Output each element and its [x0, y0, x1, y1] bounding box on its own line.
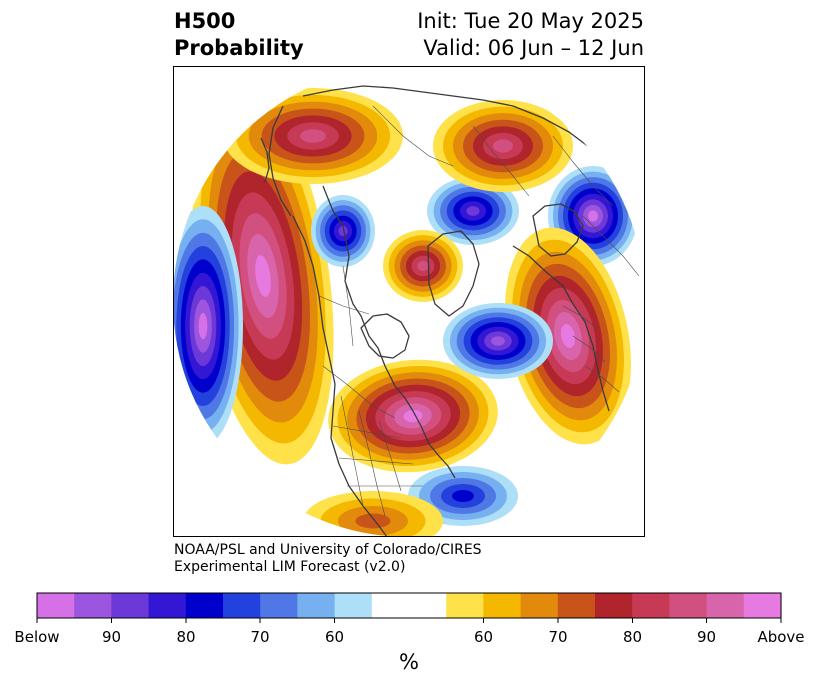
contour-band	[198, 312, 208, 340]
blob-pole-below	[427, 177, 519, 245]
colorbar-cell	[409, 593, 447, 618]
border-us-states-4	[332, 425, 402, 439]
colorbar-cell	[334, 593, 373, 618]
colorbar-cell	[595, 593, 633, 618]
coastline-greenland	[427, 230, 480, 317]
blob-kara-above	[383, 230, 463, 302]
colorbar-cell	[74, 593, 112, 618]
contour-band	[255, 255, 271, 297]
blob-greenland-above	[433, 100, 573, 192]
colorbar-cell	[371, 593, 410, 618]
credit: NOAA/PSL and University of Colorado/CIRE…	[174, 542, 482, 576]
colorbar-cell	[148, 593, 187, 618]
contour-band	[466, 206, 480, 216]
blob-west-pacific-below	[173, 206, 243, 446]
coastline-europe	[512, 245, 610, 412]
border-asia-1	[552, 135, 614, 207]
variable-title: H500	[174, 9, 236, 33]
blob-atlantic-above	[328, 359, 498, 473]
credit-line-2: Experimental LIM Forecast (v2.0)	[174, 559, 406, 575]
colorbar-cell	[632, 593, 670, 618]
coastline-asia-north	[302, 85, 614, 171]
border-us-states-5	[338, 457, 414, 465]
colorbar-cell	[446, 593, 484, 618]
colorbar-unit: %	[399, 650, 419, 674]
colorbar-cell	[520, 593, 559, 618]
border-us-states-2	[358, 410, 386, 517]
colorbar-cell	[111, 593, 150, 618]
colorbar-cell	[37, 593, 75, 618]
coastlines	[260, 85, 614, 537]
map-frame	[173, 66, 645, 537]
blob-siberia-below	[311, 195, 375, 267]
coastline-scandinavia	[532, 203, 584, 257]
colorbar-cell	[743, 593, 782, 618]
contour-band	[493, 139, 513, 153]
contour-band	[338, 225, 348, 237]
colorbar-tick-label: 80	[623, 628, 642, 646]
contour-band	[491, 336, 505, 346]
border-canada-1	[342, 265, 354, 347]
colorbar-cells	[37, 593, 782, 618]
credit-line-1: NOAA/PSL and University of Colorado/CIRE…	[174, 542, 482, 558]
colorbar-tick-label: Above	[757, 628, 804, 646]
colorbar-tick-label: 60	[325, 628, 344, 646]
border-canada-2	[318, 295, 370, 315]
colorbar-outline	[36, 592, 782, 619]
colorbar-cell	[706, 593, 745, 618]
contour-band	[355, 513, 391, 529]
colorbar-tick-label: 70	[250, 628, 269, 646]
border-europe-1	[562, 305, 598, 329]
colorbar-tick-label: 90	[102, 628, 121, 646]
coastline-hudson-bay	[360, 313, 410, 359]
contour-band	[588, 210, 598, 222]
colorbar-cell	[297, 593, 336, 618]
border-us-states-1	[340, 395, 364, 507]
border-us-canada	[322, 365, 396, 419]
contour-band	[560, 323, 576, 349]
blob-mid-atlantic-below	[443, 303, 553, 379]
contour-band	[300, 129, 326, 143]
border-europe-3	[584, 365, 620, 393]
border-asia-2	[582, 215, 640, 277]
colorbar-cell	[669, 593, 708, 618]
borders	[318, 105, 640, 517]
valid-range: Valid: 06 Jun – 12 Jun	[423, 36, 644, 60]
border-russia-2	[472, 125, 530, 197]
colorbar-cell	[557, 593, 596, 618]
colorbar-tick-label: Below	[14, 628, 59, 646]
title-right: Init: Tue 20 May 2025 Valid: 06 Jun – 12…	[417, 8, 644, 62]
border-us-states-3	[378, 420, 402, 492]
map-disk	[173, 66, 645, 537]
colorbar-ticks: Below 90 80 70 60 60 70 80 90 Above	[14, 618, 805, 646]
title-left: H500 Probability	[174, 8, 304, 62]
colorbar: Below 90 80 70 60 60 70 80 90 Above %	[14, 592, 805, 674]
coastline-japan	[260, 137, 270, 183]
coastline-asia-east	[268, 105, 292, 217]
product-title: Probability	[174, 36, 304, 60]
border-europe-2	[572, 335, 606, 363]
colorbar-tick-label: 70	[548, 628, 567, 646]
colorbar-tick-label: 80	[176, 628, 195, 646]
contour-band	[452, 490, 474, 502]
init-date: Init: Tue 20 May 2025	[417, 9, 644, 33]
colorbar-cell	[483, 593, 522, 618]
border-russia-1	[372, 105, 454, 167]
colorbar-tick-label: 60	[474, 628, 493, 646]
colorbar-cell	[223, 593, 261, 618]
blob-central-asia-above	[223, 88, 403, 184]
contour-band	[417, 260, 429, 272]
coastline-north-america-west	[292, 215, 388, 537]
colorbar-tick-label: 90	[697, 628, 716, 646]
probability-map	[173, 66, 645, 537]
colorbar-cell	[185, 593, 224, 618]
colorbar-cell	[260, 593, 298, 618]
